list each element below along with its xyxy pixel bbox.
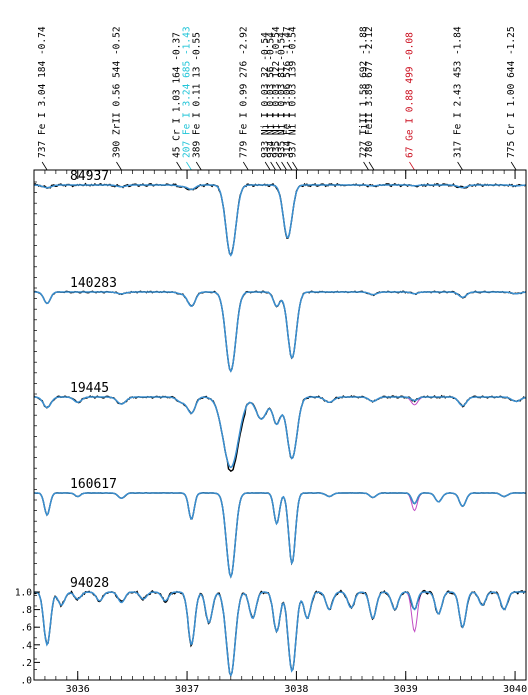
line-id-labels: 737 Fe I 3.04 184 -0.74 390 ZrII 0.56 544… [37, 26, 517, 171]
line-id-tick [116, 161, 122, 171]
line-id-tick [292, 161, 298, 171]
line-id-tick [186, 161, 192, 171]
x-tick-label: 3036 [66, 684, 90, 695]
line-id-label: 67 Ge I 0.88 499 -0.08 [404, 32, 415, 158]
y-tick-label: .2 [21, 658, 32, 669]
line-id-tick [286, 161, 293, 171]
line-id-label: 775 Cr I 1.00 644 -1.25 [506, 26, 517, 158]
plot-area: 84937 140283 19445 160617 94028 [33, 169, 527, 678]
star-label: 140283 [70, 276, 117, 291]
plot-frame [33, 169, 527, 681]
line-id-tick [41, 161, 48, 171]
synthetic-alt-140283 [34, 291, 527, 373]
synthetic-spectrum-94028 [33, 591, 526, 678]
observed-spectrum-94028 [33, 589, 527, 677]
line-id-tick [281, 161, 287, 171]
x-tick-label: 3040 [503, 684, 527, 695]
line-id-label: 934 Ni I 0.03 56 -0.54 [266, 32, 277, 158]
line-id-tick [242, 161, 249, 171]
y-tick-label: .8 [21, 605, 33, 616]
star-label: 19445 [70, 381, 109, 396]
axes: 3036 3037 3038 3039 3040 1.0 .8 .6 .4 .2 .0 [15, 169, 527, 695]
x-tick-label: 3038 [284, 684, 308, 695]
line-id-label: 935 Ni I 0.03 81 -0.54 [277, 32, 288, 158]
line-id-label: 389 Fe I 0.11 13 -0.55 [191, 32, 202, 158]
line-id-label: 780 FeII 3.89 677 -2.12 [364, 26, 375, 158]
line-id-tick [457, 161, 463, 171]
synthetic-spectrum-160617 [34, 492, 526, 579]
line-id-tick [176, 161, 182, 171]
y-tick-label: .0 [21, 676, 33, 687]
line-id-tick [264, 161, 271, 171]
star-label: 94028 [70, 576, 109, 591]
synthetic-spectrum-84937 [33, 184, 526, 257]
y-tick-label: .6 [21, 623, 33, 634]
line-id-tick [275, 161, 282, 171]
y-tick-label: .4 [21, 640, 33, 651]
line-id-tick [510, 161, 517, 171]
x-tick-label: 3039 [394, 684, 418, 695]
synthetic-alt-94028 [33, 591, 526, 677]
line-id-tick [270, 161, 276, 171]
synthetic-spectrum-19445 [33, 396, 527, 469]
line-id-label: 45 Cr I 1.03 164 -0.37 [172, 32, 183, 158]
line-id-label: 390 ZrII 0.56 544 -0.52 [111, 26, 122, 158]
line-id-label: 737 Fe I 3.04 184 -0.74 [37, 26, 48, 158]
x-tick-label: 3037 [175, 684, 199, 695]
star-label: 160617 [70, 477, 117, 492]
line-id-label: 935 Ni I 0.03 122 -0.54 [271, 26, 282, 158]
line-id-label: 207 Fe I 3.24 685 -1.43 [181, 26, 192, 158]
line-id-tick [363, 161, 369, 171]
line-id-label: 933 Ni I 0.03 32 -0.54 [260, 32, 271, 158]
line-id-tick [409, 161, 415, 171]
line-id-tick [195, 161, 202, 171]
star-label: 84937 [70, 169, 109, 184]
line-id-label: 314 Fe I 3.06 576 -1.47 [282, 26, 293, 158]
synthetic-alt-19445 [33, 396, 527, 469]
line-id-tick [368, 161, 375, 171]
line-id-label: 779 Fe I 0.99 276 -2.92 [238, 26, 249, 158]
synthetic-spectrum-140283 [34, 291, 527, 373]
line-id-label: 727 TiII 1.58 692 -1.88 [359, 26, 370, 158]
y-tick-label: 1.0 [15, 588, 32, 599]
line-id-label: 937 Ni I 0.03 139 -0.54 [287, 26, 298, 158]
line-id-label: 317 Fe I 2.43 453 -1.84 [453, 26, 464, 158]
observed-spectrum-19445 [33, 394, 527, 472]
